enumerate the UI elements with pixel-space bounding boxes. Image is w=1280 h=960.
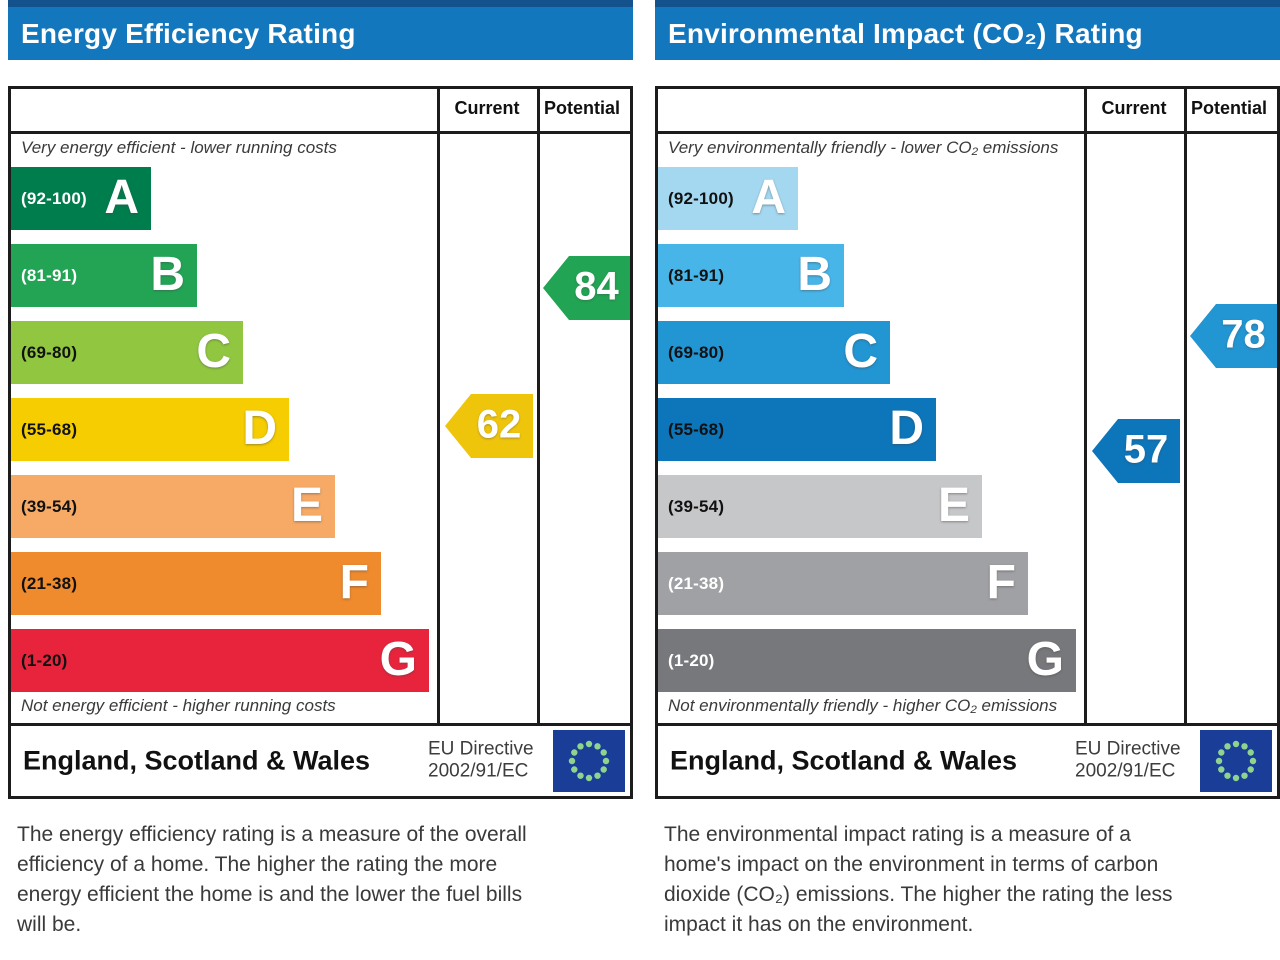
band-letter: E bbox=[937, 478, 970, 532]
column-divider bbox=[437, 89, 440, 723]
current-column-header: Current bbox=[1101, 98, 1167, 118]
potential-arrow-shape bbox=[543, 256, 630, 320]
band-letter: A bbox=[104, 170, 139, 224]
rating-band-f: (21-38) F bbox=[658, 552, 1028, 615]
header-rule bbox=[658, 131, 1277, 134]
band-letter: D bbox=[242, 401, 277, 455]
panel-title-bar: Environmental Impact (CO₂) Rating bbox=[655, 7, 1280, 60]
band-letter: F bbox=[339, 555, 369, 609]
rating-band-a: (92-100) A bbox=[11, 167, 151, 230]
panel-title-bar: Energy Efficiency Rating bbox=[8, 7, 633, 60]
band-letter: F bbox=[986, 555, 1016, 609]
current-rating-arrow: 62 bbox=[445, 394, 533, 458]
column-divider bbox=[1184, 89, 1187, 723]
band-letter: G bbox=[1026, 632, 1064, 686]
current-rating-value: 57 bbox=[1123, 427, 1169, 472]
footer-box: England, Scotland & Wales EU Directive 2… bbox=[655, 723, 1280, 799]
bottom-caption: Not energy efficient - higher running co… bbox=[21, 696, 336, 715]
band-letter: D bbox=[889, 401, 924, 455]
energy-rating-chart: Current Potential Very energy efficient … bbox=[8, 86, 633, 726]
environmental-impact-panel: Environmental Impact (CO₂) Rating Curren… bbox=[655, 0, 1280, 799]
region-label: England, Scotland & Wales bbox=[23, 745, 371, 776]
band-letter: C bbox=[196, 324, 231, 378]
band-range-label: (1-20) bbox=[668, 650, 715, 670]
top-strip bbox=[8, 0, 633, 7]
rating-band-c: (69-80) C bbox=[11, 321, 243, 384]
band-range-label: (21-38) bbox=[668, 573, 725, 593]
potential-arrow-shape bbox=[1190, 304, 1277, 368]
band-range-label: (55-68) bbox=[668, 419, 725, 439]
band-letter: B bbox=[150, 247, 185, 301]
rating-band-f: (21-38) F bbox=[11, 552, 381, 615]
top-caption: Very environmentally friendly - lower CO… bbox=[668, 138, 1059, 157]
energy-efficiency-panel: Energy Efficiency Rating Current Potenti… bbox=[8, 0, 633, 799]
band-range-label: (92-100) bbox=[21, 188, 87, 208]
header-rule bbox=[11, 131, 630, 134]
energy-rating-description: The energy efficiency rating is a measur… bbox=[17, 823, 527, 936]
rating-band-e: (39-54) E bbox=[658, 475, 982, 538]
eu-directive-label: EU Directive 2002/91/EC bbox=[1075, 738, 1181, 782]
band-letter: E bbox=[290, 478, 323, 532]
current-rating-arrow: 57 bbox=[1092, 419, 1180, 483]
top-caption: Very energy efficient - lower running co… bbox=[21, 138, 337, 157]
band-range-label: (39-54) bbox=[21, 496, 78, 516]
current-arrow-shape bbox=[1092, 419, 1180, 483]
rating-band-b: (81-91) B bbox=[658, 244, 844, 307]
band-range-label: (39-54) bbox=[668, 496, 725, 516]
current-arrow-shape bbox=[445, 394, 533, 458]
environmental-rating-chart: Current Potential Very environmentally f… bbox=[655, 86, 1280, 726]
eu-flag-icon bbox=[1200, 730, 1272, 792]
current-column-header: Current bbox=[454, 98, 520, 118]
band-range-label: (69-80) bbox=[668, 342, 725, 362]
band-letter: G bbox=[379, 632, 417, 686]
potential-column-header: Potential bbox=[543, 98, 620, 118]
rating-band-a: (92-100) A bbox=[658, 167, 798, 230]
band-range-label: (81-91) bbox=[668, 265, 725, 285]
current-rating-value: 62 bbox=[476, 402, 522, 447]
potential-rating-arrow: 84 bbox=[543, 256, 630, 320]
page-title: Energy Efficiency Rating bbox=[21, 18, 356, 49]
rating-band-c: (69-80) C bbox=[658, 321, 890, 384]
band-range-label: (69-80) bbox=[21, 342, 78, 362]
band-range-label: (21-38) bbox=[21, 573, 78, 593]
rating-band-e: (39-54) E bbox=[11, 475, 335, 538]
band-range-label: (81-91) bbox=[21, 265, 78, 285]
band-range-label: (1-20) bbox=[21, 650, 68, 670]
rating-band-g: (1-20) G bbox=[11, 629, 429, 692]
potential-rating-value: 84 bbox=[574, 264, 619, 309]
environmental-rating-description: The environmental impact rating is a mea… bbox=[664, 823, 1173, 936]
column-divider bbox=[1084, 89, 1087, 723]
potential-rating-value: 78 bbox=[1221, 312, 1266, 357]
band-letter: B bbox=[797, 247, 832, 301]
eu-directive-label: EU Directive 2002/91/EC bbox=[428, 738, 534, 782]
band-range-label: (92-100) bbox=[668, 188, 734, 208]
band-letter: C bbox=[843, 324, 878, 378]
rating-band-d: (55-68) D bbox=[11, 398, 289, 461]
rating-band-g: (1-20) G bbox=[658, 629, 1076, 692]
band-range-label: (55-68) bbox=[21, 419, 78, 439]
potential-column-header: Potential bbox=[1190, 98, 1267, 118]
page-title: Environmental Impact (CO₂) Rating bbox=[668, 18, 1143, 49]
region-label: England, Scotland & Wales bbox=[670, 745, 1018, 776]
bottom-caption: Not environmentally friendly - higher CO… bbox=[668, 696, 1058, 715]
potential-rating-arrow: 78 bbox=[1190, 304, 1277, 368]
eu-flag-icon bbox=[553, 730, 625, 792]
band-letter: A bbox=[751, 170, 786, 224]
footer-box: England, Scotland & Wales EU Directive 2… bbox=[8, 723, 633, 799]
top-strip bbox=[655, 0, 1280, 7]
rating-band-d: (55-68) D bbox=[658, 398, 936, 461]
column-divider bbox=[537, 89, 540, 723]
rating-band-b: (81-91) B bbox=[11, 244, 197, 307]
